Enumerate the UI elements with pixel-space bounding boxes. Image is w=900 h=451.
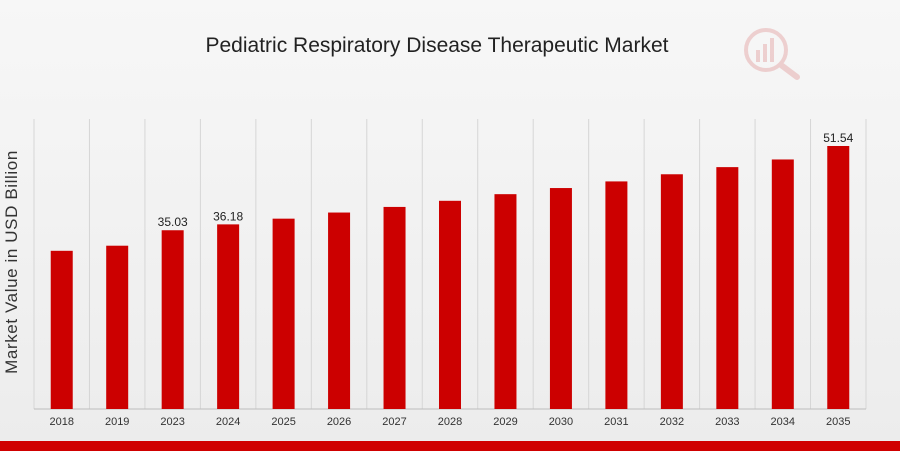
x-tick-label: 2019 xyxy=(105,416,129,428)
bars xyxy=(50,146,850,409)
gridlines xyxy=(33,119,867,409)
bar-2034 xyxy=(771,159,794,409)
x-tick-labels: 2018 2019 2023 2024 2025 2026 2027 2028 2029 2030… xyxy=(49,416,850,428)
x-tick-label: 2035 xyxy=(826,416,850,428)
data-labels: 35.03 36.18 51.54 xyxy=(158,131,854,229)
x-tick-label: 2033 xyxy=(715,416,739,428)
x-tick-label: 2032 xyxy=(660,416,684,428)
bar-2024 xyxy=(217,224,240,409)
x-tick-label: 2027 xyxy=(382,416,406,428)
x-tick-label: 2029 xyxy=(493,416,517,428)
bar-2033 xyxy=(716,167,739,409)
data-label-2024: 36.18 xyxy=(213,209,243,223)
x-tick-label: 2026 xyxy=(327,416,351,428)
x-tick-label: 2025 xyxy=(271,416,295,428)
bar-2029 xyxy=(494,194,517,409)
x-tick-label: 2028 xyxy=(438,416,462,428)
bar-2026 xyxy=(328,212,351,409)
bar-2023 xyxy=(161,230,184,409)
bar-2028 xyxy=(439,200,461,409)
x-tick-label: 2018 xyxy=(49,416,73,428)
bar-2035 xyxy=(827,146,850,409)
logo-icon xyxy=(744,28,800,80)
bar-2025 xyxy=(272,218,295,409)
bar-2019 xyxy=(106,245,129,409)
bar-2027 xyxy=(383,206,406,409)
data-label-2035: 51.54 xyxy=(823,131,853,145)
x-tick-label: 2031 xyxy=(604,416,628,428)
y-axis-label: Market Value in USD Billion xyxy=(2,150,21,374)
x-tick-label: 2030 xyxy=(549,416,573,428)
x-tick-label: 2034 xyxy=(771,416,795,428)
bar-2032 xyxy=(660,174,683,409)
data-label-2023: 35.03 xyxy=(158,215,188,229)
bar-2030 xyxy=(549,188,572,409)
x-tick-label: 2023 xyxy=(160,416,184,428)
x-tick-label: 2024 xyxy=(216,416,240,428)
chart-title: Pediatric Respiratory Disease Therapeuti… xyxy=(206,34,669,57)
bar-2018 xyxy=(50,250,73,409)
footer-accent-bar xyxy=(0,441,900,451)
bar-2031 xyxy=(605,181,628,409)
